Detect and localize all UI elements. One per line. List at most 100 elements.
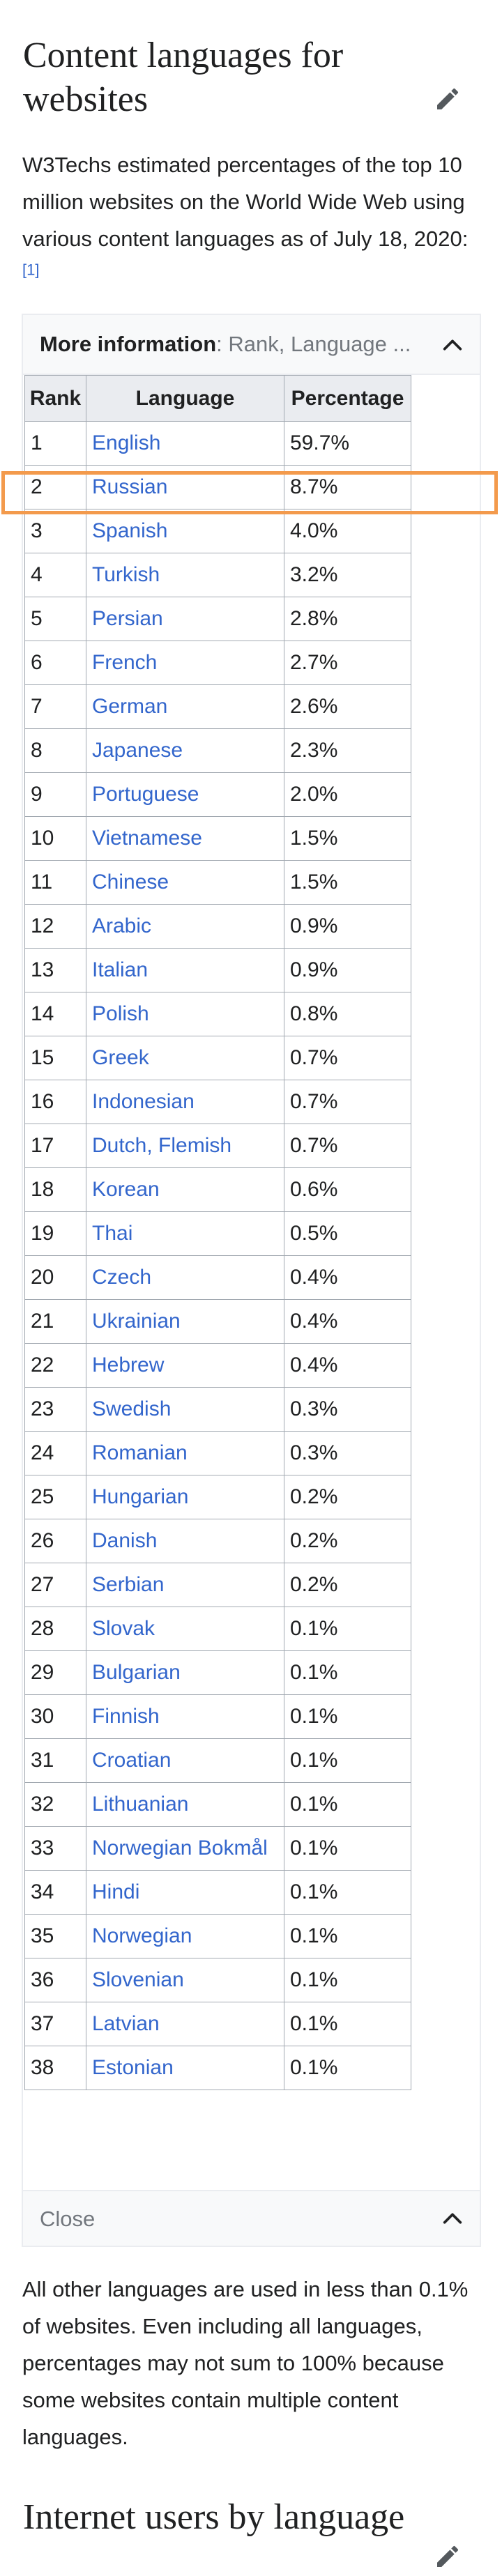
language-link[interactable]: Portuguese [92,783,199,806]
language-link[interactable]: Hebrew [92,1354,165,1377]
table-row: 13 Italian 0.9% [24,948,411,992]
percentage-cell: 0.1% [284,1607,411,1651]
language-link[interactable]: Arabic [92,914,152,937]
collapsible-header[interactable]: More information: Rank, Language ... [23,315,480,375]
rank-cell: 26 [24,1519,86,1563]
language-link[interactable]: Czech [92,1266,152,1289]
language-link[interactable]: Greek [92,1046,149,1069]
language-link[interactable]: Russian [92,475,168,498]
language-cell: Lithuanian [86,1782,284,1827]
rank-cell: 10 [24,816,86,861]
language-cell: Thai [86,1211,284,1256]
language-link[interactable]: Korean [92,1178,160,1201]
language-link[interactable]: Dutch, Flemish [92,1134,232,1157]
percentage-cell: 2.0% [284,772,411,817]
language-link[interactable]: Latvian [92,2012,160,2035]
rank-cell: 32 [24,1782,86,1827]
collapsible-close-bar[interactable]: Close [22,2190,481,2247]
rank-cell: 36 [24,1958,86,2002]
percentage-cell: 0.1% [284,1958,411,2002]
rank-cell: 25 [24,1475,86,1519]
percentage-cell: 0.1% [284,1914,411,1958]
language-link[interactable]: French [92,651,158,674]
language-link[interactable]: Finnish [92,1705,160,1728]
language-link[interactable]: Persian [92,607,163,630]
rank-cell: 29 [24,1650,86,1695]
language-link[interactable]: Spanish [92,519,168,542]
language-link[interactable]: Slovenian [92,1968,184,1991]
percentage-cell: 3.2% [284,553,411,597]
chevron-up-icon[interactable] [439,2205,466,2232]
percentage-cell: 8.7% [284,465,411,509]
percentage-cell: 0.6% [284,1167,411,1212]
table-row: 2 Russian 8.7% [24,465,411,509]
language-cell: Serbian [86,1563,284,1607]
language-link[interactable]: Indonesian [92,1090,195,1113]
table-row: 36 Slovenian 0.1% [24,1958,411,2002]
percentage-cell: 2.6% [284,684,411,729]
language-cell: Hebrew [86,1343,284,1388]
language-link[interactable]: Slovak [92,1617,155,1640]
rank-cell: 34 [24,1870,86,1915]
percentage-cell: 0.9% [284,948,411,992]
rank-cell: 38 [24,2046,86,2090]
language-cell: German [86,684,284,729]
intro-text: W3Techs estimated percentages of the top… [22,153,469,251]
language-link[interactable]: Romanian [92,1441,188,1464]
language-cell: Slovak [86,1607,284,1651]
chevron-up-icon[interactable] [439,331,466,359]
language-link[interactable]: Estonian [92,2056,174,2079]
language-link[interactable]: Italian [92,958,149,981]
percentage-cell: 0.7% [284,1080,411,1124]
language-link[interactable]: Vietnamese [92,827,202,850]
section-heading-content-languages: Content languages for websites [23,36,344,119]
language-link[interactable]: Ukrainian [92,1310,181,1333]
language-link[interactable]: Polish [92,1002,149,1025]
language-link[interactable]: Bulgarian [92,1661,181,1684]
language-link[interactable]: Turkish [92,563,160,586]
table-row: 5 Persian 2.8% [24,597,411,641]
language-cell: Chinese [86,860,284,905]
table-row: 8 Japanese 2.3% [24,728,411,773]
language-cell: Italian [86,948,284,992]
language-cell: Croatian [86,1738,284,1783]
pencil-icon[interactable] [428,79,467,118]
table-row: 37 Latvian 0.1% [24,2002,411,2046]
language-link[interactable]: Thai [92,1222,133,1245]
language-link[interactable]: Serbian [92,1573,165,1596]
table-row: 15 Greek 0.7% [24,1036,411,1080]
collapsible-title-bold: More information [40,332,217,356]
language-link[interactable]: Norwegian Bokmål [92,1837,268,1860]
percentage-cell: 1.5% [284,816,411,861]
language-link[interactable]: Hindi [92,1880,140,1903]
table-row: 3 Spanish 4.0% [24,509,411,553]
rank-cell: 5 [24,597,86,641]
language-link[interactable]: Lithuanian [92,1793,189,1816]
percentage-cell: 2.8% [284,597,411,641]
language-link[interactable]: Croatian [92,1749,172,1772]
percentage-cell: 1.5% [284,860,411,905]
pencil-icon[interactable] [428,2537,467,2576]
reference-link[interactable]: [1] [22,261,40,279]
language-link[interactable]: Japanese [92,739,183,762]
table-header-row: Rank Language Percentage [24,375,411,422]
table-row: 27 Serbian 0.2% [24,1563,411,1607]
table-row: 33 Norwegian Bokmål 0.1% [24,1826,411,1871]
table-row: 35 Norwegian 0.1% [24,1914,411,1958]
close-label: Close [40,2207,96,2231]
table-row: 28 Slovak 0.1% [24,1607,411,1651]
table-row: 25 Hungarian 0.2% [24,1475,411,1519]
percentage-cell: 0.3% [284,1431,411,1475]
language-link[interactable]: Chinese [92,871,169,894]
language-link[interactable]: Hungarian [92,1485,189,1508]
language-link[interactable]: English [92,431,161,454]
language-link[interactable]: Swedish [92,1397,172,1420]
language-link[interactable]: German [92,695,168,718]
column-header-rank: Rank [24,375,86,422]
language-cell: Persian [86,597,284,641]
language-link[interactable]: Danish [92,1529,158,1552]
column-header-language: Language [86,375,284,422]
table-row: 12 Arabic 0.9% [24,904,411,949]
rank-cell: 22 [24,1343,86,1388]
language-link[interactable]: Norwegian [92,1924,192,1947]
